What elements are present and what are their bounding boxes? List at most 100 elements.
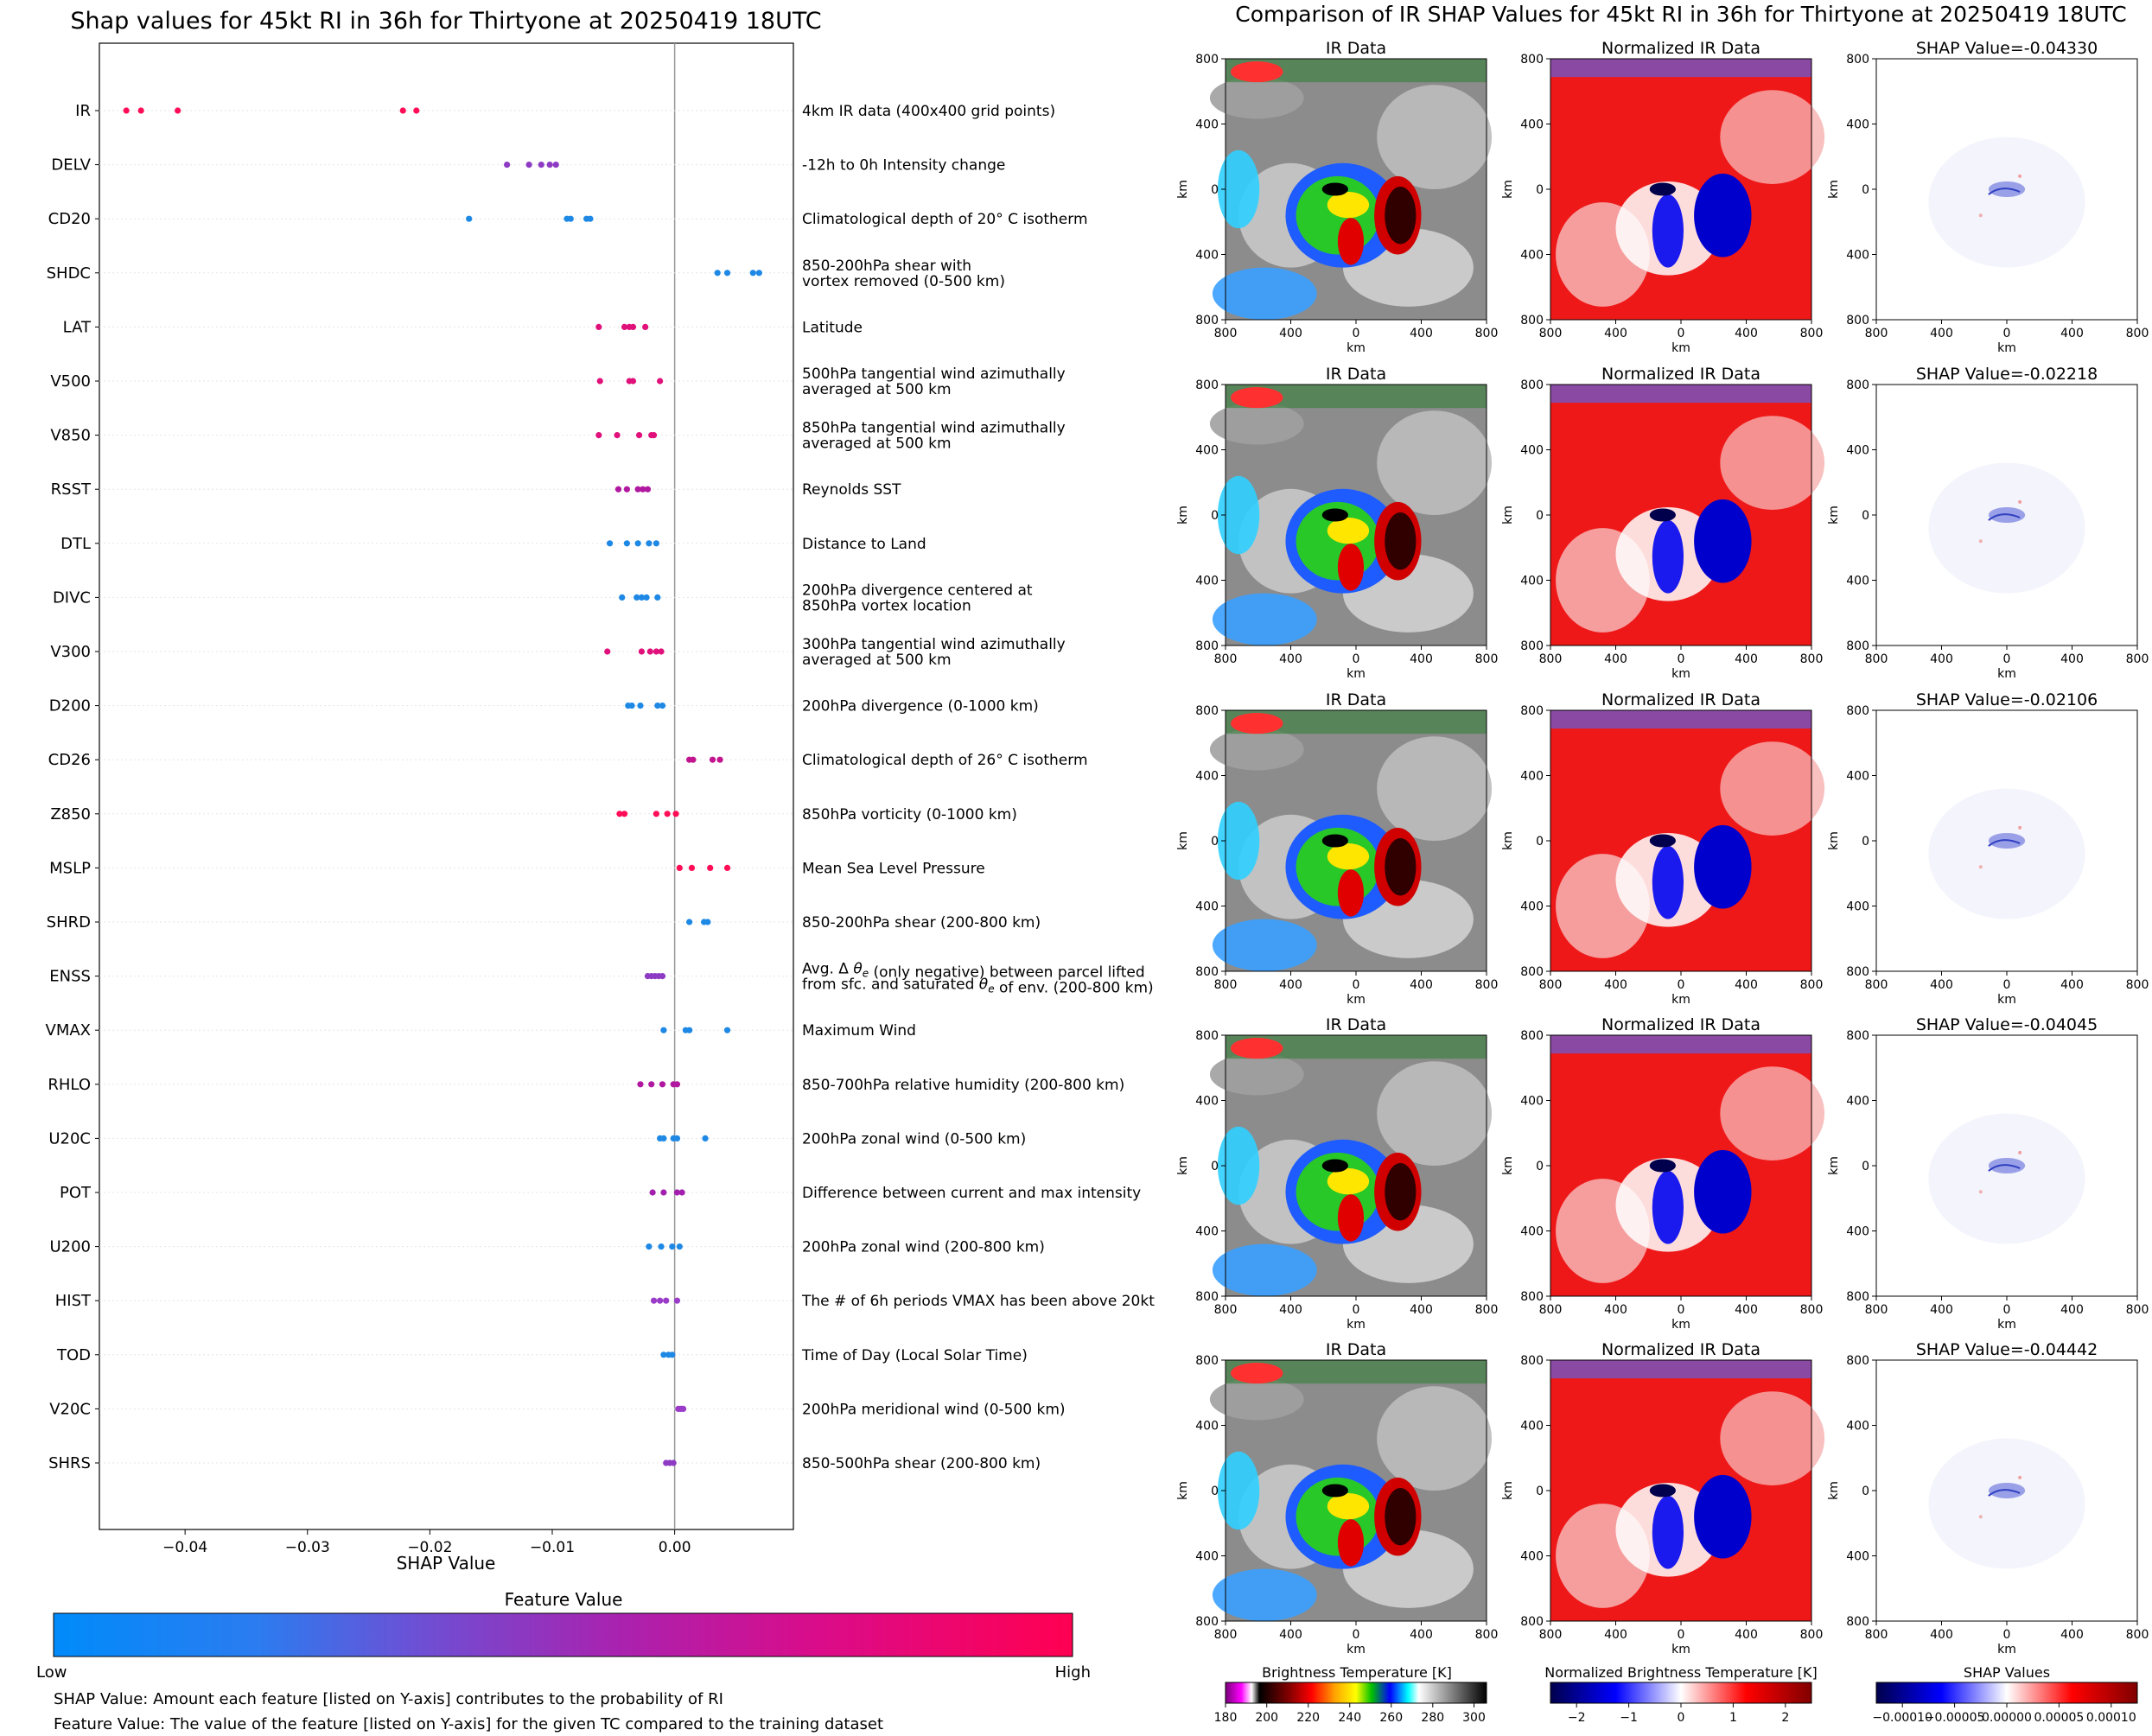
shap-point	[634, 540, 641, 547]
x-tick-label: 0	[1678, 1628, 1685, 1642]
y-tick-label: 400	[1195, 575, 1219, 588]
shap-point	[673, 1297, 681, 1304]
x-tick-label: 800	[1214, 978, 1238, 992]
colorbar-ir	[1225, 1682, 1487, 1704]
shap-negative-streak	[1988, 513, 2021, 521]
shap-point	[614, 486, 622, 493]
feature-description: 4km IR data (400x400 grid points)	[802, 103, 1055, 120]
y-tick-label: 400	[1520, 1420, 1544, 1434]
feature-name: DTL	[60, 535, 91, 553]
y-tick-label: 400	[1195, 1225, 1219, 1239]
feature-name: Z850	[50, 805, 91, 823]
normalized-ir-panel: 80080040040000400400800800kmkmNormalized…	[1501, 1340, 1825, 1657]
x-tick-label: 800	[1539, 978, 1563, 992]
y-tick-label: 400	[1520, 1095, 1544, 1109]
x-tick-label: 800	[2126, 652, 2149, 666]
cloud-top	[1231, 387, 1283, 409]
y-tick-label: 800	[1520, 1029, 1544, 1043]
shap-point	[658, 1243, 665, 1250]
colorbar-tick-label: −1	[1620, 1711, 1638, 1725]
shap-point	[629, 378, 637, 385]
feature-name: LAT	[63, 318, 92, 336]
panel-title: Normalized IR Data	[1601, 39, 1760, 58]
y-tick-label: 800	[1846, 704, 1869, 718]
feature-name: V20C	[49, 1400, 91, 1418]
y-tick-label: 800	[1846, 378, 1869, 392]
y-axis-label: km	[1501, 180, 1515, 199]
feature-row-hist: HIST The # of 6h periods VMAX has been ab…	[55, 1292, 1155, 1310]
x-tick-label: 0	[1353, 327, 1360, 340]
feature-name: RSST	[51, 480, 92, 499]
feature-description: Reynolds SST	[802, 481, 901, 499]
y-axis-label: km	[1501, 1481, 1515, 1500]
x-tick-label: 800	[1800, 978, 1824, 992]
y-tick-label: 400	[1195, 770, 1219, 784]
y-tick-label: 0	[1862, 183, 1869, 197]
shap-point	[676, 1243, 683, 1250]
x-tick-label: 400	[1410, 978, 1433, 992]
x-axis-label: km	[1997, 667, 2016, 681]
x-tick-label: 400	[1930, 1303, 1953, 1317]
y-tick-label: 0	[1862, 1160, 1869, 1173]
x-tick-label: 800	[1539, 1303, 1563, 1317]
shap-haze	[1928, 788, 2085, 919]
y-tick-label: 0	[1211, 835, 1219, 849]
x-tick-label: 400	[1410, 1303, 1433, 1317]
x-tick-label: 400	[1604, 978, 1627, 992]
shap-point	[640, 486, 646, 493]
y-tick-label: 0	[1536, 183, 1544, 197]
feature-name: CD20	[48, 210, 91, 228]
colorbar-tick-label: 0.00005	[2034, 1711, 2084, 1725]
feature-row-rhlo: RHLO 850-700hPa relative humidity (200-80…	[48, 1076, 1124, 1094]
y-tick-label: 800	[1195, 1354, 1219, 1368]
storm-band	[1327, 843, 1370, 870]
shap-point	[723, 864, 731, 872]
y-axis-label: km	[1176, 1481, 1190, 1500]
feature-row-d200: D200 200hPa divergence (0-1000 km)	[49, 697, 1039, 715]
feature-row-v300: V300 300hPa tangential wind azimuthallyav…	[50, 636, 1065, 669]
shap-positive-dot	[1978, 213, 1983, 218]
feature-name: ENSS	[49, 968, 91, 986]
x-tick-label: 400	[1735, 1628, 1758, 1642]
y-tick-label: 400	[1846, 1420, 1869, 1434]
shap-point	[690, 756, 697, 763]
panel-title: SHAP Value=-0.02218	[1916, 365, 2098, 384]
shap-point	[634, 486, 641, 493]
y-tick-label: 400	[1195, 444, 1219, 458]
colorbar-tick-label: 0.00010	[2086, 1711, 2136, 1725]
x-tick-label: 400	[1735, 327, 1758, 340]
feature-description: 200hPa zonal wind (200-800 km)	[802, 1239, 1045, 1256]
storm-core-dark	[1385, 186, 1417, 245]
feature-description: 200hPa meridional wind (0-500 km)	[802, 1401, 1066, 1418]
y-tick-label: 800	[1520, 314, 1544, 327]
storm-core-west	[1337, 218, 1365, 265]
storm-core-west	[1337, 1519, 1365, 1567]
y-tick-label: 0	[1211, 509, 1219, 523]
x-tick-label: 0	[1678, 978, 1685, 992]
x-tick-label: 400	[2060, 1303, 2084, 1317]
norm-core-east	[1694, 1149, 1752, 1234]
y-tick-label: 0	[1211, 183, 1219, 197]
storm-core-west	[1337, 869, 1365, 917]
x-axis-label: km	[1347, 1318, 1366, 1332]
panel-title: SHAP Value=-0.04442	[1916, 1340, 2098, 1359]
y-tick-label: 400	[1846, 770, 1869, 784]
shap-point	[673, 1189, 681, 1196]
y-tick-label: 800	[1195, 965, 1219, 979]
x-axis-label: km	[1347, 993, 1366, 1007]
shap-point	[657, 378, 664, 385]
y-tick-label: 800	[1846, 1029, 1869, 1043]
y-axis-label: km	[1827, 1481, 1841, 1500]
colorbar-shap	[1875, 1682, 2138, 1704]
y-axis-label: km	[1176, 506, 1190, 525]
feature-description: vortex removed (0-500 km)	[802, 273, 1005, 290]
feature-name: SHDC	[47, 264, 91, 283]
x-tick-label: 800	[1865, 978, 1888, 992]
colorbar-label-norm: Normalized Brightness Temperature [K]	[1544, 1664, 1818, 1681]
shap-point	[663, 1297, 670, 1304]
